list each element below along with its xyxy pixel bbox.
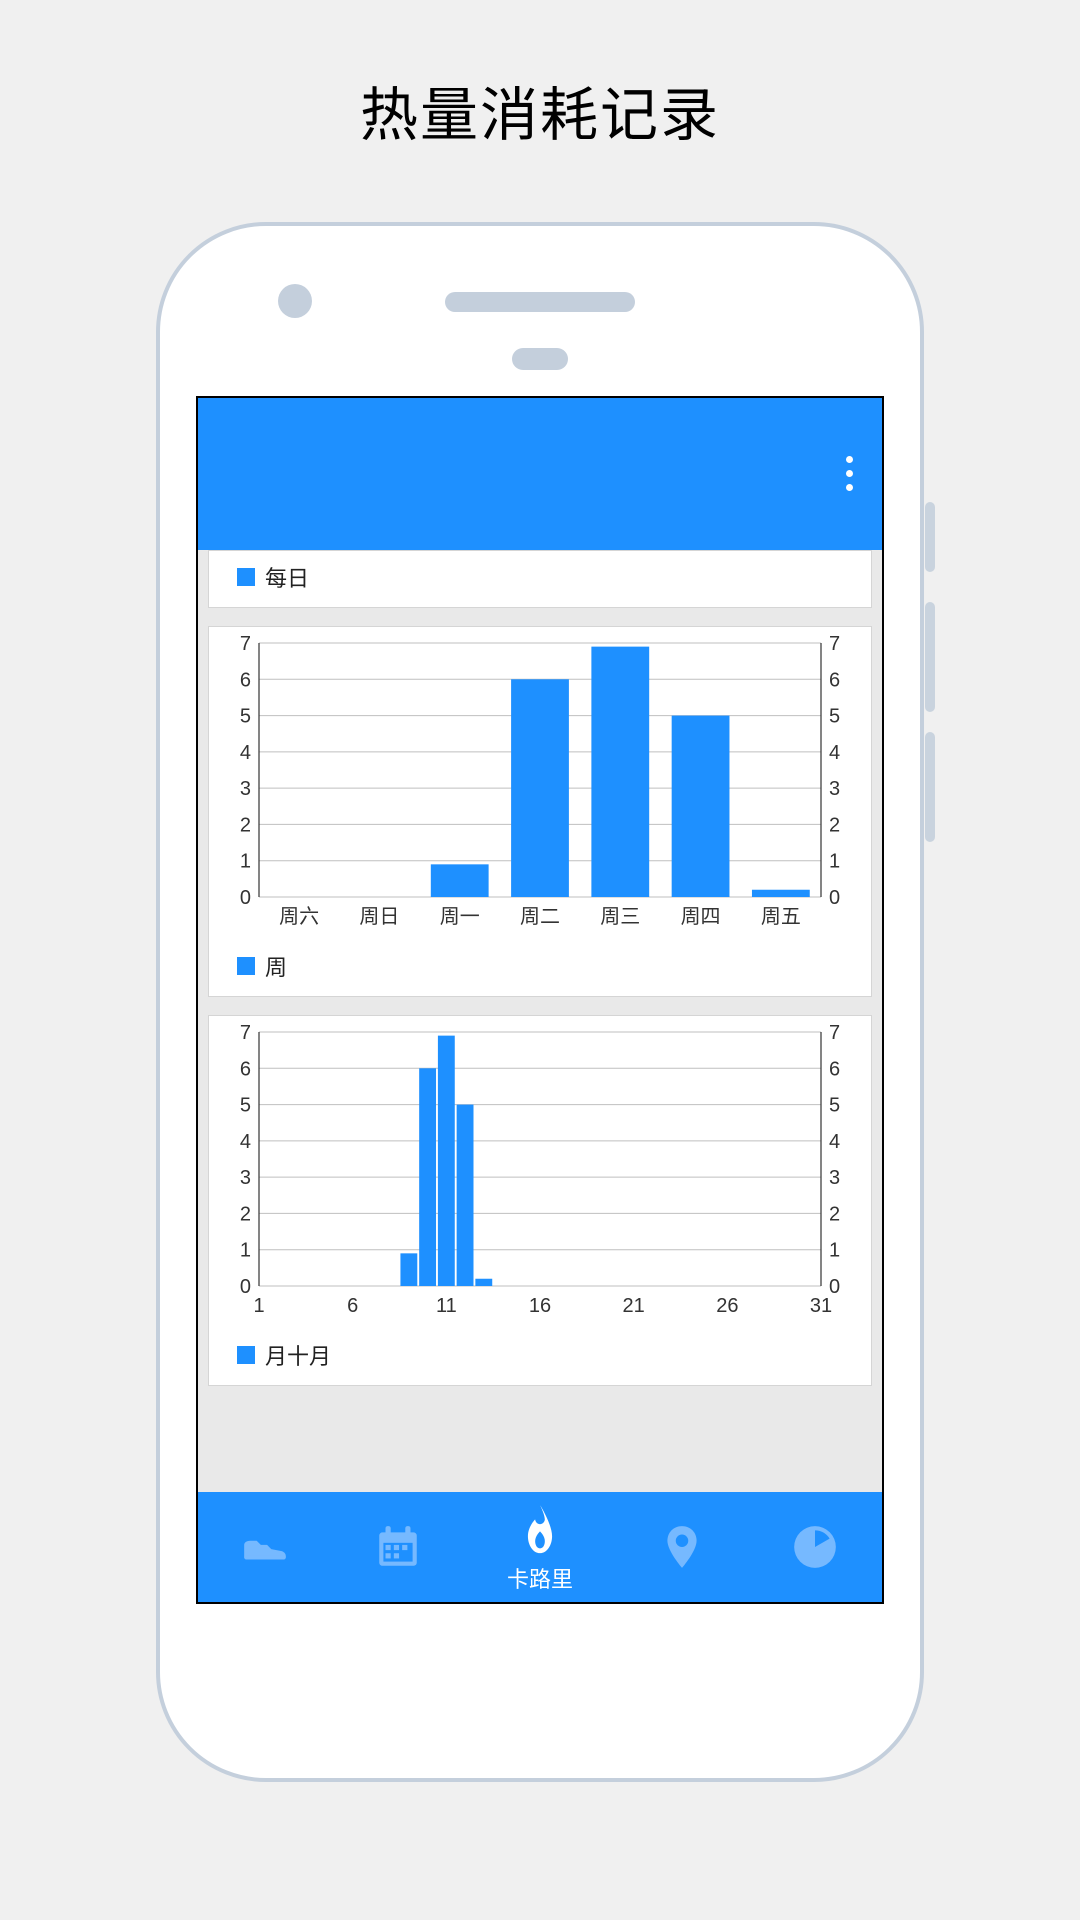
svg-text:5: 5: [240, 1095, 251, 1117]
phone-side-button: [925, 502, 935, 572]
svg-text:1: 1: [829, 1240, 840, 1262]
legend-label: 每日: [265, 561, 309, 593]
svg-text:3: 3: [240, 1167, 251, 1189]
svg-text:3: 3: [829, 778, 840, 800]
phone-side-button: [925, 602, 935, 712]
monthly-card: 0011223344556677161116212631 月十月: [208, 1015, 872, 1386]
svg-text:7: 7: [240, 635, 251, 655]
shoe-icon: [240, 1522, 290, 1572]
legend-label: 月十月: [265, 1339, 331, 1371]
svg-text:2: 2: [240, 1203, 251, 1225]
svg-text:2: 2: [829, 1203, 840, 1225]
calendar-icon: [373, 1522, 423, 1572]
svg-text:周六: 周六: [279, 905, 319, 928]
clock-icon: [790, 1522, 840, 1572]
legend-label: 周: [265, 950, 287, 982]
svg-text:6: 6: [240, 1058, 251, 1080]
svg-text:1: 1: [829, 851, 840, 873]
daily-card: 每日: [208, 550, 872, 608]
svg-text:26: 26: [716, 1295, 738, 1317]
weekly-legend: 周: [219, 940, 861, 986]
nav-calories[interactable]: 卡路里: [507, 1500, 573, 1594]
svg-text:6: 6: [829, 669, 840, 691]
legend-swatch: [237, 1346, 255, 1364]
content-area[interactable]: 每日 0011223344556677周六周日周一周二周三周四周五 周 0011…: [198, 550, 882, 1492]
monthly-bar-chart: 0011223344556677161116212631: [219, 1024, 861, 1324]
svg-text:2: 2: [240, 814, 251, 836]
page-title: 热量消耗记录: [360, 68, 720, 152]
svg-text:周二: 周二: [520, 906, 560, 928]
svg-text:7: 7: [829, 1024, 840, 1044]
camera-dot: [278, 284, 312, 318]
svg-text:16: 16: [529, 1295, 551, 1317]
svg-text:31: 31: [810, 1295, 832, 1317]
nav-location[interactable]: [657, 1522, 707, 1572]
svg-text:0: 0: [240, 1276, 251, 1298]
svg-text:3: 3: [829, 1167, 840, 1189]
svg-text:6: 6: [829, 1058, 840, 1080]
svg-text:6: 6: [240, 669, 251, 691]
svg-text:21: 21: [623, 1295, 645, 1317]
weekly-card: 0 0 1 1 2 2 3 3 4 4 5 5 6 6 7 7 周六 周日 周一 周二 周三 周四 周五 周: [208, 626, 872, 997]
daily-legend: 每日: [219, 551, 861, 597]
svg-text:6: 6: [347, 1295, 358, 1317]
svg-text:3: 3: [240, 778, 251, 800]
svg-text:0: 0: [829, 887, 840, 909]
svg-text:4: 4: [829, 742, 840, 764]
phone-screen: 每日 0011223344556677周六周日周一周二周三周四周五 周 0011…: [196, 396, 884, 1604]
nav-calendar[interactable]: [373, 1522, 423, 1572]
weekly-bar-chart: 0 0 1 1 2 2 3 3 4 4 5 5 6 6 7 7 周六 周日 周一 周二 周三 周四 周五: [219, 635, 861, 935]
svg-text:周一: 周一: [440, 906, 480, 928]
svg-text:4: 4: [829, 1131, 840, 1153]
svg-text:4: 4: [240, 742, 251, 764]
speaker-slot: [445, 292, 635, 312]
phone-shell: 每日 0011223344556677周六周日周一周二周三周四周五 周 0011…: [156, 222, 924, 1782]
svg-text:2: 2: [829, 814, 840, 836]
svg-text:5: 5: [829, 706, 840, 728]
svg-text:5: 5: [240, 706, 251, 728]
flame-icon: [511, 1500, 569, 1558]
svg-text:5: 5: [829, 1095, 840, 1117]
svg-text:1: 1: [253, 1295, 264, 1317]
svg-text:7: 7: [829, 635, 840, 655]
bottom-nav: 卡路里: [198, 1492, 882, 1602]
svg-text:周日: 周日: [359, 906, 399, 928]
sensor-pill: [512, 348, 568, 370]
svg-text:7: 7: [240, 1024, 251, 1044]
phone-side-button: [925, 732, 935, 842]
nav-clock[interactable]: [790, 1522, 840, 1572]
svg-text:周五: 周五: [761, 906, 801, 928]
svg-text:周三: 周三: [600, 906, 640, 928]
svg-text:4: 4: [240, 1131, 251, 1153]
app-bar: [198, 398, 882, 550]
svg-text:1: 1: [240, 1240, 251, 1262]
overflow-menu-button[interactable]: [834, 456, 864, 491]
svg-text:0: 0: [240, 887, 251, 909]
nav-calories-label: 卡路里: [507, 1562, 573, 1594]
legend-swatch: [237, 957, 255, 975]
monthly-legend: 月十月: [219, 1329, 861, 1375]
nav-shoe[interactable]: [240, 1522, 290, 1572]
phone-top-hardware: [160, 284, 920, 324]
legend-swatch: [237, 568, 255, 586]
svg-text:周四: 周四: [681, 906, 721, 928]
svg-text:11: 11: [436, 1295, 457, 1317]
svg-text:1: 1: [240, 851, 251, 873]
location-icon: [657, 1522, 707, 1572]
phone-mockup: 每日 0011223344556677周六周日周一周二周三周四周五 周 0011…: [156, 222, 924, 1782]
